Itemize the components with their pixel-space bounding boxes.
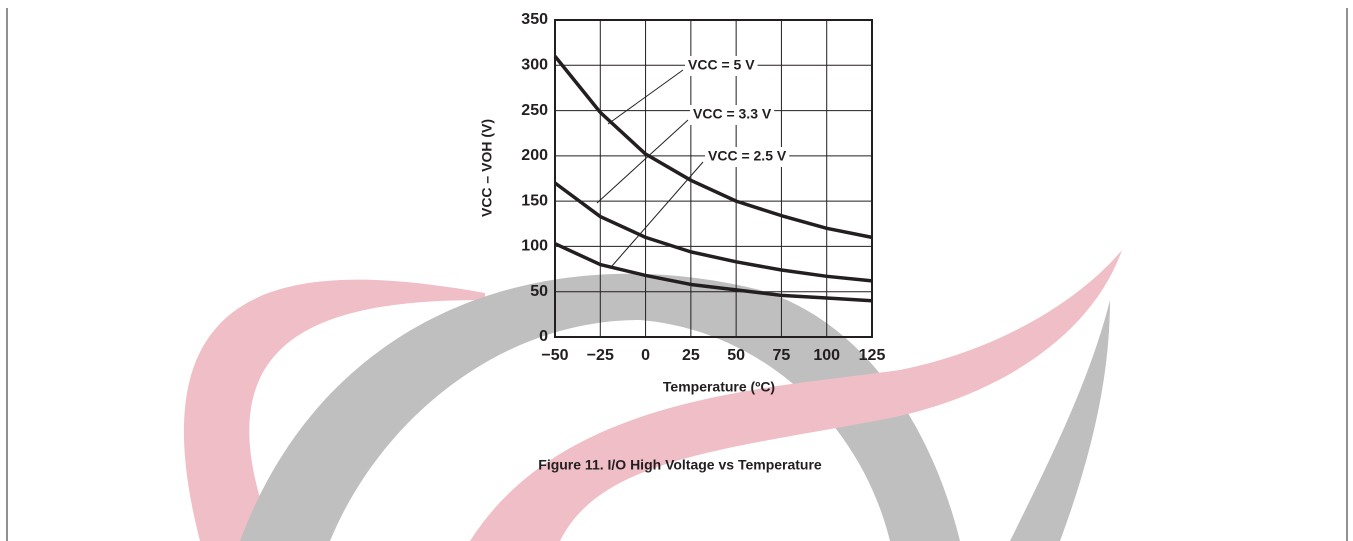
y-axis-label: VCC – VOH (V): [479, 119, 495, 217]
series-annotation: VCC = 2.5 V: [708, 148, 787, 164]
y-tick-label: 250: [521, 102, 548, 119]
leader-line: [596, 119, 689, 204]
watermark-arc: [1010, 300, 1110, 541]
series-line: [553, 55, 873, 240]
y-tick-label: 50: [530, 283, 548, 300]
y-tick-label: 200: [521, 147, 548, 164]
x-tick-label: 25: [682, 347, 700, 364]
series-line: [554, 242, 873, 303]
x-tick-label: 100: [813, 347, 840, 364]
x-axis-label: Temperature (ºC): [663, 379, 775, 395]
x-tick-label: −50: [541, 347, 568, 364]
caption: Figure 11. I/O High Voltage vs Temperatu…: [538, 457, 822, 473]
y-tick-label: 100: [521, 238, 548, 255]
x-tick-label: 75: [773, 347, 791, 364]
leaders: [596, 69, 704, 267]
series-line: [553, 181, 873, 283]
annotation-bg: [690, 105, 775, 125]
annotation-bg: [705, 147, 790, 167]
x-tick-label: 125: [859, 347, 886, 364]
plot-frame: [554, 19, 873, 338]
y-tick-label: 300: [521, 57, 548, 74]
watermark: [183, 250, 1122, 541]
y-tick-label: 350: [521, 11, 548, 28]
series-annotation: VCC = 3.3 V: [693, 106, 772, 122]
watermark-swoosh: [470, 250, 1122, 541]
x-tick-label: 0: [641, 347, 650, 364]
x-tick-label: −25: [587, 347, 614, 364]
x-tick-label: 50: [727, 347, 745, 364]
annotation-bg: [685, 56, 758, 76]
y-tick-label: 150: [521, 192, 548, 209]
series-annotation: VCC = 5 V: [688, 57, 755, 73]
watermark-swoosh: [183, 279, 485, 541]
y-tick-label: 0: [539, 328, 548, 345]
watermark-arc: [240, 273, 960, 541]
